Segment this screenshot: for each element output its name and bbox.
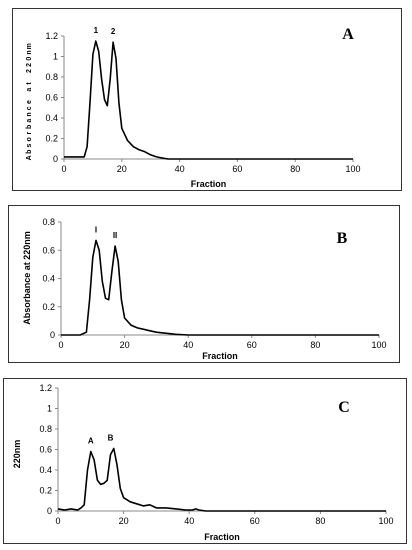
chart-panel-c: 0 0.2 0.4 0.6 0.8 1 1.2 0 20 40 60 80 100 Fraction 220… — [3, 378, 407, 544]
peak-label: B — [108, 433, 114, 442]
y-axis-title: 220nm — [12, 440, 22, 469]
y-axis-title-char: 2 — [26, 69, 33, 73]
y-axis-title-char: n — [26, 50, 33, 54]
x-tick-label: 20 — [120, 340, 130, 350]
peak-label: II — [113, 231, 117, 240]
y-tick-label: 0.8 — [39, 424, 52, 434]
x-tick-label: 80 — [290, 164, 300, 174]
x-axis-title: Fraction — [204, 532, 240, 542]
y-tick-label: 1.2 — [39, 383, 52, 393]
x-tick-label: 80 — [315, 516, 325, 526]
y-tick-label: 1.2 — [45, 31, 58, 41]
x-tick-label: 40 — [184, 516, 194, 526]
panel-letter: B — [337, 230, 348, 247]
peak-label: 2 — [111, 27, 116, 36]
y-tick-label: 0 — [50, 330, 55, 340]
series-line — [64, 40, 353, 160]
y-axis-title-char: a — [26, 88, 33, 92]
chart-a-svg: 00.20.40.60.811.20 20 40 60 80 100FractionAbs… — [26, 26, 361, 189]
x-tick-label: 60 — [232, 164, 242, 174]
y-tick-label: 0.6 — [45, 93, 58, 103]
y-axis-title: Absorbance at 220nm — [22, 231, 32, 325]
y-tick-label: 0.4 — [45, 113, 58, 123]
y-tick-label: 0.8 — [42, 217, 55, 227]
x-tick-label: 0 — [55, 516, 60, 526]
y-tick-label: 0.2 — [39, 486, 52, 496]
y-axis-title-char: c — [26, 106, 33, 110]
y-tick-label: 0.2 — [45, 134, 58, 144]
x-tick-label: 100 — [378, 516, 393, 526]
y-axis-title-char: 0 — [26, 57, 33, 61]
series-line — [61, 239, 379, 336]
y-tick-label: 0.4 — [42, 274, 55, 284]
y-axis-title-char: s — [26, 143, 33, 147]
x-tick-label: 60 — [250, 516, 260, 526]
y-axis-title: Absorbance at 220nm — [26, 43, 33, 160]
y-axis-title-char: e — [26, 100, 33, 104]
panel-letter: C — [338, 399, 350, 416]
x-tick-label: 80 — [310, 340, 320, 350]
peak-label: 1 — [94, 26, 99, 35]
x-tick-label: 20 — [119, 516, 129, 526]
chart-c-svg: 0 0.2 0.4 0.6 0.8 1 1.2 0 20 40 60 80 100 Fraction 220… — [12, 383, 394, 542]
x-tick-label: 0 — [58, 340, 63, 350]
y-axis-title-char: A — [26, 155, 33, 160]
panel-letter: A — [342, 26, 354, 43]
y-axis-title-char: a — [26, 119, 33, 123]
series-line — [57, 447, 386, 512]
y-tick-label: 0.4 — [39, 465, 52, 475]
y-tick-label: 1 — [53, 52, 58, 62]
y-tick-label: 1 — [47, 404, 52, 414]
y-axis-title-char: b — [26, 125, 33, 129]
y-axis-title-char: 2 — [26, 63, 33, 67]
y-tick-label: 0.6 — [39, 445, 52, 455]
y-tick-label: 0 — [53, 154, 58, 164]
x-tick-label: 100 — [371, 340, 386, 350]
x-tick-label: 20 — [117, 164, 127, 174]
y-tick-label: 0.6 — [42, 245, 55, 255]
peak-label: A — [88, 437, 94, 446]
chart-panel-b: 0 0.2 0.4 0.6 0.8 0 20 40 60 80 100 Fraction Absorba… — [8, 205, 400, 363]
x-axis-title: Fraction — [191, 179, 227, 189]
y-tick-label: 0.2 — [42, 302, 55, 312]
x-tick-label: 40 — [175, 164, 185, 174]
y-axis-title-char: b — [26, 150, 33, 154]
y-axis-title-char: m — [26, 43, 33, 49]
y-axis-title-char: o — [26, 137, 33, 141]
x-tick-label: 0 — [61, 164, 66, 174]
y-tick-label: 0 — [47, 506, 52, 516]
x-axis-title: Fraction — [202, 351, 238, 361]
x-tick-label: 100 — [345, 164, 360, 174]
y-axis-title-char: r — [26, 131, 33, 134]
y-tick-label: 0.8 — [45, 72, 58, 82]
x-tick-label: 60 — [247, 340, 257, 350]
chart-b-svg: 0 0.2 0.4 0.6 0.8 0 20 40 60 80 100 Fraction Absorba… — [22, 217, 387, 361]
y-axis-title-char: n — [26, 112, 33, 116]
peak-label: I — [95, 225, 97, 234]
y-axis-title-char: t — [26, 82, 33, 85]
x-tick-label: 40 — [183, 340, 193, 350]
